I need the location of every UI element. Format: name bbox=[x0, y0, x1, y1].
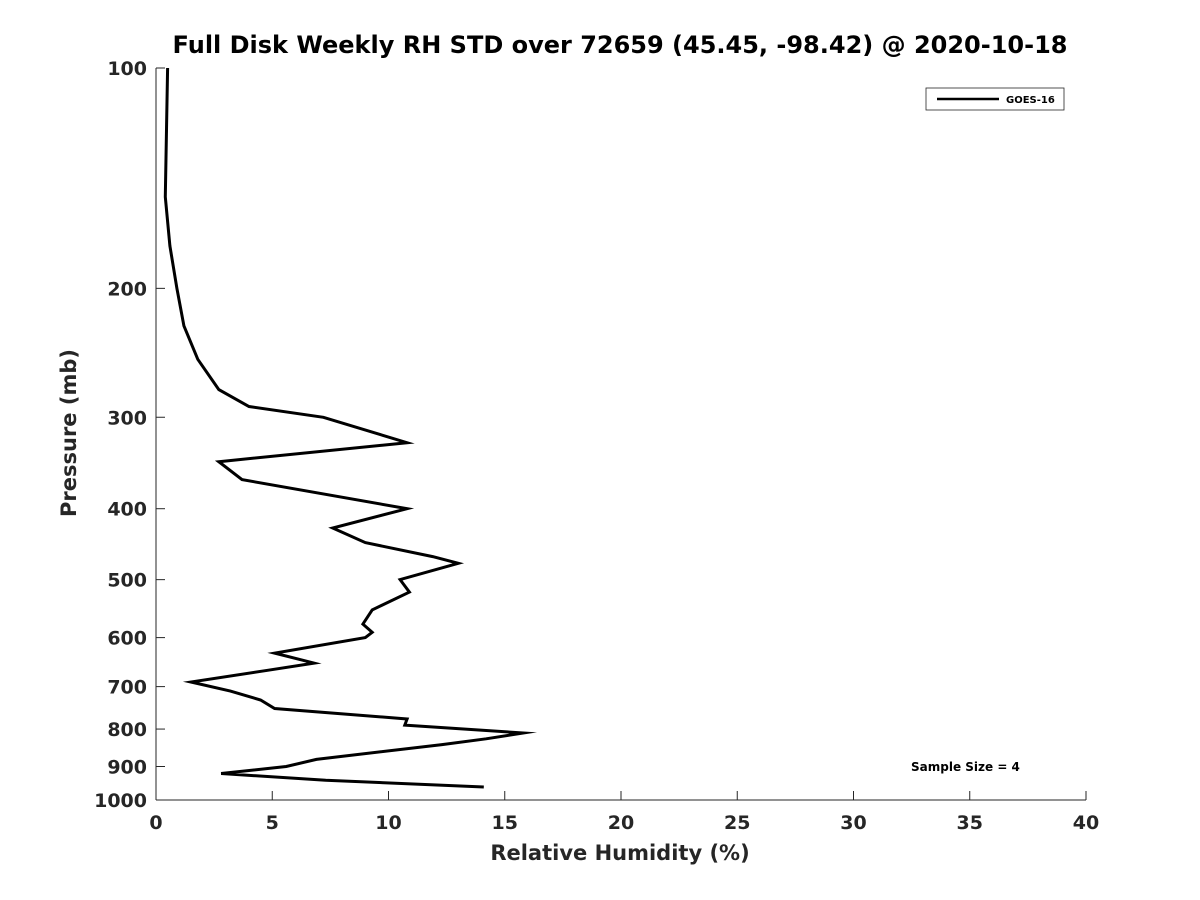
y-tick-label: 900 bbox=[107, 757, 147, 779]
y-tick-label: 400 bbox=[107, 499, 147, 521]
y-tick-label: 300 bbox=[107, 407, 147, 429]
x-tick-label: 40 bbox=[1073, 812, 1099, 834]
y-tick-label: 100 bbox=[107, 58, 147, 80]
legend: GOES-16 bbox=[925, 87, 1065, 111]
x-tick-label: 0 bbox=[149, 812, 162, 834]
y-tick-label: 500 bbox=[107, 570, 147, 592]
x-axis-label: Relative Humidity (%) bbox=[490, 841, 749, 865]
sample-size-annotation: Sample Size = 4 bbox=[911, 760, 1020, 774]
y-tick-label: 600 bbox=[107, 628, 147, 650]
x-tick-label: 30 bbox=[840, 812, 866, 834]
plot-area bbox=[156, 68, 1086, 800]
x-tick-label: 20 bbox=[608, 812, 634, 834]
y-axis-label: Pressure (mb) bbox=[57, 349, 81, 517]
axes: 0 5 10 15 20 25 30 35 40 100 200 300 400 500 600 700 800… bbox=[94, 58, 1099, 834]
y-tick-label: 800 bbox=[107, 719, 147, 741]
series-line-goes-16 bbox=[163, 67, 538, 789]
x-tick-label: 10 bbox=[375, 812, 401, 834]
x-tick-label: 15 bbox=[492, 812, 518, 834]
x-tick-label: 5 bbox=[266, 812, 279, 834]
legend-label-goes16: GOES-16 bbox=[1006, 95, 1055, 106]
series-layer bbox=[163, 67, 538, 789]
chart-title: Full Disk Weekly RH STD over 72659 (45.4… bbox=[173, 31, 1068, 59]
x-tick-label: 25 bbox=[724, 812, 750, 834]
x-tick-label: 35 bbox=[957, 812, 983, 834]
y-tick-label: 700 bbox=[107, 677, 147, 699]
y-tick-label: 200 bbox=[107, 278, 147, 300]
y-tick-label: 1000 bbox=[94, 790, 147, 812]
